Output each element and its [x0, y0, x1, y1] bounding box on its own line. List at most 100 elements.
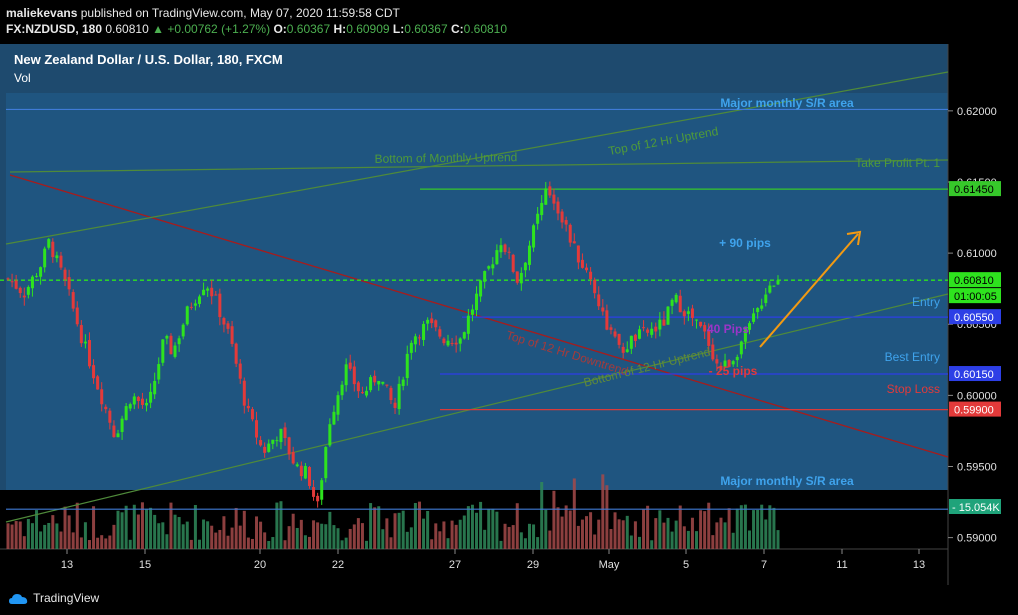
x-tick-label: 22 — [332, 559, 344, 571]
candle-body — [10, 281, 14, 283]
volume-bar — [136, 514, 140, 549]
candle-body — [699, 321, 703, 327]
candle-body — [157, 364, 161, 380]
author-name[interactable]: maliekevans — [6, 6, 78, 20]
volume-bar — [271, 537, 275, 549]
up-triangle-icon: ▲ — [152, 22, 164, 36]
candle-body — [389, 387, 393, 401]
candle-body — [75, 307, 79, 325]
candle-body — [540, 202, 544, 216]
x-tick-label: 7 — [761, 559, 767, 571]
candle-body — [14, 280, 18, 289]
candle-body — [422, 323, 426, 340]
candle-body — [666, 306, 670, 325]
change-value: +0.00762 (+1.27%) — [167, 22, 271, 36]
candle-body — [210, 287, 214, 297]
close-label: C: — [450, 22, 464, 36]
candle-body — [381, 381, 385, 384]
volume-bar — [556, 507, 560, 549]
candle-body — [295, 464, 299, 467]
candle-body — [617, 333, 621, 345]
volume-bar — [658, 510, 662, 549]
volume-bar — [572, 478, 576, 549]
tradingview-logo[interactable]: TradingView — [8, 591, 99, 606]
volume-bar — [373, 507, 377, 549]
volume-bar — [104, 538, 108, 549]
candle-body — [743, 327, 747, 342]
candle-body — [650, 328, 654, 335]
candle-body — [79, 325, 83, 344]
tag-countdown-bg — [949, 288, 1001, 304]
candle-body — [613, 331, 617, 337]
candle-body — [299, 465, 303, 477]
volume-bar — [47, 522, 51, 549]
volume-bar — [55, 523, 59, 549]
volume-bar — [727, 508, 731, 549]
candle-body — [487, 266, 491, 269]
candle-body — [739, 341, 743, 355]
volume-bar — [336, 528, 340, 549]
volume-bar — [756, 509, 760, 549]
volume-bar — [593, 534, 597, 549]
time-axis[interactable] — [0, 549, 948, 585]
volume-bar — [491, 508, 495, 549]
volume-bar — [678, 505, 682, 549]
volume-bar — [381, 529, 385, 549]
candle-body — [336, 395, 340, 415]
tag-best-entry-bg — [949, 366, 1001, 382]
candle-body — [250, 409, 254, 420]
volume-bar — [646, 505, 650, 549]
candle-body — [450, 343, 454, 345]
volume-bar — [515, 503, 519, 549]
candle-body — [776, 280, 780, 285]
volume-bar — [112, 524, 116, 549]
tradingview-cloud-icon — [9, 593, 28, 604]
x-tick-label: 15 — [139, 559, 151, 571]
volume-bar — [434, 523, 438, 549]
candle-body — [409, 342, 413, 353]
time-axis-ticks: 13 15 20 22 27 29 May 5 7 11 13 — [61, 549, 925, 571]
volume-bar — [446, 538, 450, 549]
candle-body — [601, 307, 605, 312]
candle-body — [458, 338, 462, 344]
price-axis-ticks: 0.620000.615000.610000.605000.600000.595… — [948, 106, 997, 545]
volume-bar — [39, 531, 43, 549]
volume-bar — [295, 527, 299, 549]
volume-bar — [560, 516, 564, 549]
candle-body — [312, 487, 316, 497]
candle-body — [120, 418, 124, 433]
volume-bar — [568, 510, 572, 549]
price-chart[interactable]: New Zealand Dollar / U.S. Dollar, 180, F… — [0, 44, 1018, 585]
volume-bar — [189, 539, 193, 549]
tag-stop-loss: 0.59900 — [954, 405, 994, 417]
label-entry: Entry — [912, 295, 940, 309]
arrow-shaft — [759, 233, 859, 348]
volume-bar — [173, 514, 177, 549]
volume-bar — [35, 510, 39, 549]
volume-bar — [674, 520, 678, 549]
candle-body — [625, 349, 629, 353]
volume-bar — [776, 530, 780, 549]
label-major-sr-top: Major monthly S/R area — [720, 96, 854, 110]
label-take-profit: Take Profit Pt. 1 — [855, 156, 940, 170]
volume-bar — [6, 523, 10, 549]
label-bottom-monthly: Bottom of Monthly Uptrend — [375, 150, 518, 166]
vol-indicator-label: Vol — [14, 71, 31, 85]
volume-bar — [75, 502, 79, 549]
low-value: 0.60367 — [404, 22, 448, 36]
candle-body — [332, 411, 336, 425]
candle-body — [39, 267, 43, 277]
volume-bar — [14, 521, 18, 549]
candle-body — [136, 396, 140, 401]
candle-body — [511, 254, 515, 272]
volume-bar — [564, 505, 568, 549]
candle-body — [165, 335, 169, 339]
symbol-label[interactable]: FX:NZDUSD, 180 — [6, 22, 103, 36]
candle-body — [629, 335, 633, 349]
candle-body — [719, 365, 723, 371]
candle-body — [491, 264, 495, 269]
candle-body — [197, 296, 201, 304]
label-best-entry: Best Entry — [885, 350, 940, 364]
candle-body — [637, 329, 641, 339]
candle-body — [189, 306, 193, 308]
